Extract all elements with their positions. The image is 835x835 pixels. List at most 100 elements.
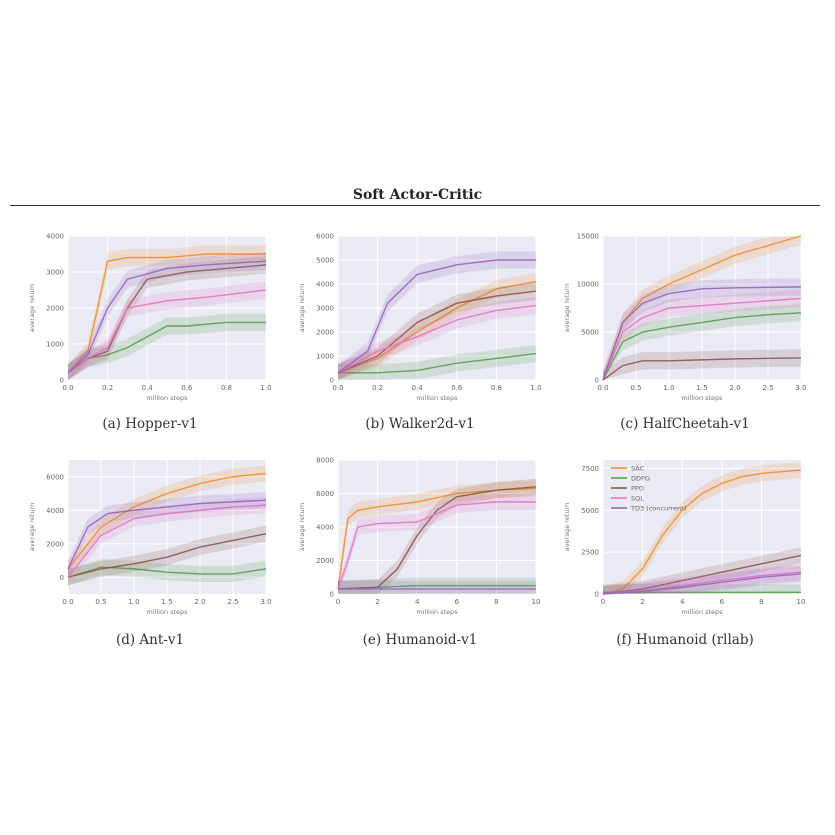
caption-ant: (d) Ant-v1 (115, 632, 185, 648)
x-tick-label: 0.8 (491, 384, 502, 392)
y-tick-label: 6000 (316, 490, 334, 498)
y-axis-label: average return (298, 503, 306, 552)
series-line-td3 (67, 499, 267, 570)
x-tick-label: 0.2 (102, 384, 113, 392)
x-tick-label: 0.0 (62, 598, 73, 606)
legend-label-sac: SAC (631, 464, 645, 472)
x-axis-label: million steps (146, 394, 188, 402)
page-title: Soft Actor-Critic (352, 187, 483, 203)
x-tick-label: 0.5 (95, 598, 106, 606)
series-line-ddpg (67, 566, 267, 578)
series-band-ddpg (68, 313, 266, 380)
x-tick-label: 2 (640, 598, 644, 606)
y-tick-label: 0 (330, 377, 334, 385)
series-line-ppo (602, 554, 802, 595)
y-tick-label: 0 (60, 574, 64, 582)
y-tick-label: 0 (595, 591, 599, 599)
series-line-td3 (602, 286, 802, 381)
caption-humanoid: (e) Humanoid-v1 (362, 632, 478, 648)
series-band-ppo (338, 282, 536, 380)
x-tick-label: 3.0 (260, 598, 271, 606)
y-tick-label: 0 (330, 591, 334, 599)
x-tick-label: 0.0 (597, 384, 608, 392)
y-axis-label: average return (298, 284, 306, 333)
chart-panel-walker2d: 0.0 0.2 0.4 0.6 0.8 1.0 0 1000 2000 3000 4000 5000 6… (290, 228, 550, 434)
series-band-sql (338, 493, 536, 594)
chart-panel-ant: 0.0 0.5 1.0 1.5 2.0 2.5 3.0 0 2000 4000 6000 millio… (20, 452, 280, 658)
series-band-sql (338, 296, 536, 380)
x-tick-label: 8 (759, 598, 763, 606)
legend-label-ddpg: DDPG (631, 474, 650, 482)
header-rule (10, 205, 820, 206)
x-tick-label: 10 (797, 598, 806, 606)
y-tick-label: 10000 (577, 281, 599, 289)
series-band-sac (68, 465, 266, 577)
series-line-sac (337, 280, 537, 374)
series-band-sql (68, 497, 266, 586)
y-tick-label: 6000 (46, 473, 64, 481)
x-axis-label: million steps (416, 608, 458, 616)
x-axis-label: million steps (416, 394, 458, 402)
series-band-ddpg (603, 304, 801, 380)
series-band-td3 (338, 251, 536, 380)
y-axis-label: average return (28, 503, 36, 552)
chart-panel-humanoid: 0 2 4 6 8 10 0 2000 4000 6000 8000 million steps ave… (290, 452, 550, 658)
x-tick-label: 6 (720, 598, 725, 606)
series-line-sac (602, 469, 802, 595)
y-tick-label: 2500 (581, 549, 599, 557)
x-tick-label: 2.0 (729, 384, 740, 392)
x-tick-label: 3.0 (795, 384, 806, 392)
series-band-td3 (68, 492, 266, 577)
x-tick-label: 4 (680, 598, 685, 606)
series-band-td3 (603, 565, 801, 594)
series-band-td3 (338, 580, 536, 594)
series-line-ppo (337, 290, 537, 374)
y-tick-label: 2000 (316, 557, 334, 565)
y-tick-label: 1000 (316, 353, 334, 361)
legend-label-ppo: PPO (631, 484, 644, 492)
series-line-ddpg (67, 321, 266, 374)
y-tick-label: 5000 (581, 507, 599, 515)
y-tick-label: 4000 (46, 233, 64, 241)
chart-halfcheetah: 0.0 0.5 1.0 1.5 2.0 2.5 3.0 0 5000 10000 15000 mill… (563, 233, 807, 403)
y-tick-label: 4000 (46, 507, 64, 515)
series-line-ppo (602, 357, 802, 381)
series-line-ddpg (602, 312, 802, 381)
series-band-ppo (338, 478, 536, 594)
caption-humanoid-rllab: (f) Humanoid (rllab) (616, 632, 754, 648)
series-line-sql (337, 501, 536, 590)
x-tick-label: 2.5 (762, 384, 773, 392)
x-tick-label: 0 (336, 598, 340, 606)
series-band-td3 (68, 252, 266, 380)
y-tick-label: 15000 (577, 233, 599, 241)
series-band-ddpg (338, 344, 536, 380)
caption-walker2d: (b) Walker2d-v1 (365, 416, 475, 432)
x-tick-label: 4 (415, 598, 420, 606)
x-tick-label: 0.8 (221, 384, 232, 392)
series-line-sac (67, 253, 266, 374)
series-line-sql (67, 289, 267, 374)
series-band-td3 (603, 278, 801, 380)
series-line-sql (337, 304, 537, 374)
x-tick-label: 2 (375, 598, 379, 606)
x-axis-label: million steps (681, 394, 723, 402)
series-line-sql (602, 297, 802, 381)
series-band-sac (603, 462, 801, 594)
series-band-sac (603, 236, 801, 380)
y-tick-label: 0 (595, 377, 599, 385)
series-line-ppo (337, 486, 537, 590)
x-tick-label: 8 (494, 598, 498, 606)
x-tick-label: 1.5 (161, 598, 172, 606)
y-tick-label: 8000 (316, 457, 334, 465)
x-tick-label: 1.0 (260, 384, 271, 392)
series-band-ppo (68, 525, 266, 586)
x-tick-label: 0.0 (332, 384, 343, 392)
y-tick-label: 2000 (46, 305, 64, 313)
header: Soft Actor-Critic (0, 185, 835, 211)
x-tick-label: 0.6 (451, 384, 463, 392)
y-axis-label: average return (563, 284, 571, 333)
series-band-sac (338, 272, 536, 380)
y-tick-label: 2000 (316, 329, 334, 337)
chart-humanoid-rllab: 0 2 4 6 8 10 0 2500 5000 7500 million steps average… (563, 460, 806, 616)
x-axis-label: million steps (146, 608, 188, 616)
